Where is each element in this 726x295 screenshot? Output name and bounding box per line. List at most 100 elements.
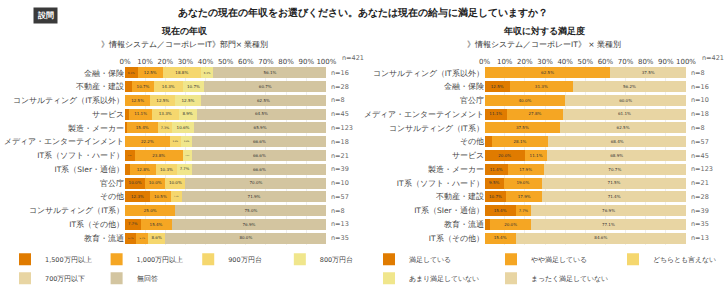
- svg-text:64.5%: 64.5%: [255, 111, 268, 116]
- svg-text:75.0%: 75.0%: [244, 208, 257, 213]
- svg-text:6.3%: 6.3%: [128, 72, 135, 75]
- svg-text:n=35: n=35: [331, 234, 349, 242]
- svg-text:IT系（その他）: IT系（その他）: [429, 234, 484, 243]
- svg-text:4.8%: 4.8%: [186, 154, 190, 157]
- svg-text:官公庁: 官公庁: [100, 179, 124, 188]
- svg-text:5.6%: 5.6%: [184, 140, 189, 143]
- svg-text:その他: その他: [100, 192, 124, 201]
- svg-text:官公庁: 官公庁: [460, 96, 484, 105]
- svg-text:無回答: 無回答: [137, 275, 158, 283]
- svg-text:15.4%: 15.4%: [494, 208, 507, 213]
- svg-text:n=39: n=39: [331, 165, 349, 173]
- svg-text:11.1%: 11.1%: [489, 111, 502, 116]
- svg-text:10.0%: 10.0%: [149, 180, 162, 185]
- svg-text:27.8%: 27.8%: [528, 111, 541, 116]
- svg-text:n=421: n=421: [702, 54, 724, 62]
- svg-text:40%: 40%: [557, 58, 573, 66]
- svg-text:76.9%: 76.9%: [243, 222, 256, 227]
- svg-text:66.6%: 66.6%: [253, 153, 266, 158]
- svg-text:70.7%: 70.7%: [608, 167, 621, 172]
- svg-text:800万円台: 800万円台: [320, 256, 353, 264]
- svg-text:5.7%: 5.7%: [139, 237, 144, 240]
- svg-text:71.4%: 71.4%: [608, 194, 621, 199]
- svg-text:17.9%: 17.9%: [519, 167, 532, 172]
- svg-text:11.4%: 11.4%: [490, 167, 503, 172]
- svg-text:50%: 50%: [578, 58, 594, 66]
- svg-text:7.3%: 7.3%: [161, 126, 170, 130]
- svg-text:メディア・エンターテインメント: メディア・エンターテインメント: [4, 137, 124, 146]
- svg-text:n=8: n=8: [691, 69, 705, 77]
- svg-text:n=10: n=10: [331, 179, 349, 187]
- svg-text:56.2%: 56.2%: [623, 84, 636, 89]
- svg-text:5.3%: 5.3%: [174, 195, 179, 198]
- svg-text:17.9%: 17.9%: [518, 194, 531, 199]
- svg-text:12.5%: 12.5%: [181, 98, 194, 103]
- svg-text:80.0%: 80.0%: [239, 235, 252, 240]
- svg-text:61.1%: 61.1%: [618, 111, 631, 116]
- svg-text:20.0%: 20.0%: [504, 222, 517, 227]
- svg-text:10.0%: 10.0%: [169, 180, 182, 185]
- svg-text:65.9%: 65.9%: [254, 125, 267, 130]
- svg-text:25.0%: 25.0%: [144, 208, 157, 213]
- svg-text:20.0%: 20.0%: [498, 153, 511, 158]
- svg-text:n=28: n=28: [691, 193, 709, 201]
- svg-text:n=8: n=8: [331, 207, 345, 215]
- svg-text:30%: 30%: [537, 58, 553, 66]
- svg-text:まったく満足していない: まったく満足していない: [531, 275, 608, 283]
- svg-text:10%: 10%: [497, 58, 513, 66]
- svg-text:6.3%: 6.3%: [204, 72, 211, 75]
- svg-text:やや満足している: やや満足している: [531, 256, 587, 264]
- svg-text:60.7%: 60.7%: [259, 84, 272, 89]
- svg-text:不動産・建設: 不動産・建設: [76, 82, 124, 91]
- svg-text:10.6%: 10.6%: [177, 125, 190, 130]
- svg-text:1,500万円以上: 1,500万円以上: [45, 256, 92, 264]
- svg-text:50%: 50%: [218, 58, 234, 66]
- svg-text:900万円台: 900万円台: [228, 256, 261, 264]
- svg-text:15.4%: 15.4%: [150, 222, 163, 227]
- svg-text:12.5%: 12.5%: [144, 70, 157, 75]
- svg-text:10.3%: 10.3%: [160, 167, 173, 172]
- svg-text:n=8: n=8: [331, 96, 345, 104]
- svg-text:》情報システム／コーポレーIT》部門× 業種別: 》情報システム／コーポレーIT》部門× 業種別: [101, 40, 268, 49]
- svg-text:どちらとも言えない: どちらとも言えない: [653, 256, 716, 264]
- svg-text:n=35: n=35: [691, 220, 709, 228]
- svg-text:90%: 90%: [298, 58, 314, 66]
- svg-text:その他: その他: [460, 137, 484, 146]
- svg-text:76.9%: 76.9%: [602, 208, 615, 213]
- svg-text:22.2%: 22.2%: [141, 139, 154, 144]
- svg-text:IT系（ソフト・ハード）: IT系（ソフト・ハード）: [37, 151, 124, 160]
- svg-text:40.0%: 40.0%: [518, 98, 531, 103]
- svg-text:7.7%: 7.7%: [180, 167, 190, 171]
- svg-text:60%: 60%: [238, 58, 254, 66]
- svg-text:n=123: n=123: [691, 165, 713, 173]
- svg-text:71.9%: 71.9%: [248, 194, 261, 199]
- svg-text:4.8%: 4.8%: [128, 154, 132, 157]
- svg-text:18.8%: 18.8%: [175, 70, 188, 75]
- svg-text:62.5%: 62.5%: [617, 125, 630, 130]
- svg-text:設問: 設問: [37, 11, 54, 20]
- svg-text:コンサルティング（IT系）: コンサルティング（IT系）: [389, 124, 484, 133]
- svg-text:教育・流通: 教育・流通: [84, 234, 124, 243]
- svg-text:66.6%: 66.6%: [253, 167, 266, 172]
- svg-text:100%: 100%: [676, 58, 696, 66]
- svg-text:12.5%: 12.5%: [131, 98, 144, 103]
- svg-text:教育・流通: 教育・流通: [444, 220, 484, 229]
- svg-text:メディア・エンターテインメント: メディア・エンターテインメント: [364, 110, 484, 119]
- svg-text:10.0%: 10.0%: [129, 180, 142, 185]
- svg-text:31.3%: 31.3%: [535, 84, 548, 89]
- svg-text:n=18: n=18: [331, 138, 349, 146]
- svg-text:19.0%: 19.0%: [516, 180, 529, 185]
- svg-text:5.6%: 5.6%: [173, 140, 178, 143]
- svg-text:コンサルティング（IT系）: コンサルティング（IT系）: [29, 206, 124, 215]
- svg-text:n=21: n=21: [331, 152, 349, 160]
- svg-text:IT系（その他）: IT系（その他）: [69, 220, 124, 229]
- svg-text:コンサルティング（IT系以外）: コンサルティング（IT系以外）: [13, 96, 124, 105]
- svg-text:60.0%: 60.0%: [619, 98, 632, 103]
- svg-text:71.5%: 71.5%: [608, 180, 621, 185]
- svg-text:66.6%: 66.6%: [253, 139, 266, 144]
- svg-text:68.9%: 68.9%: [610, 153, 623, 158]
- svg-text:12.8%: 12.8%: [137, 167, 150, 172]
- svg-text:サービス: サービス: [452, 151, 484, 160]
- svg-text:年収に対する満足度: 年収に対する満足度: [503, 26, 585, 36]
- svg-text:7.7%: 7.7%: [519, 209, 529, 213]
